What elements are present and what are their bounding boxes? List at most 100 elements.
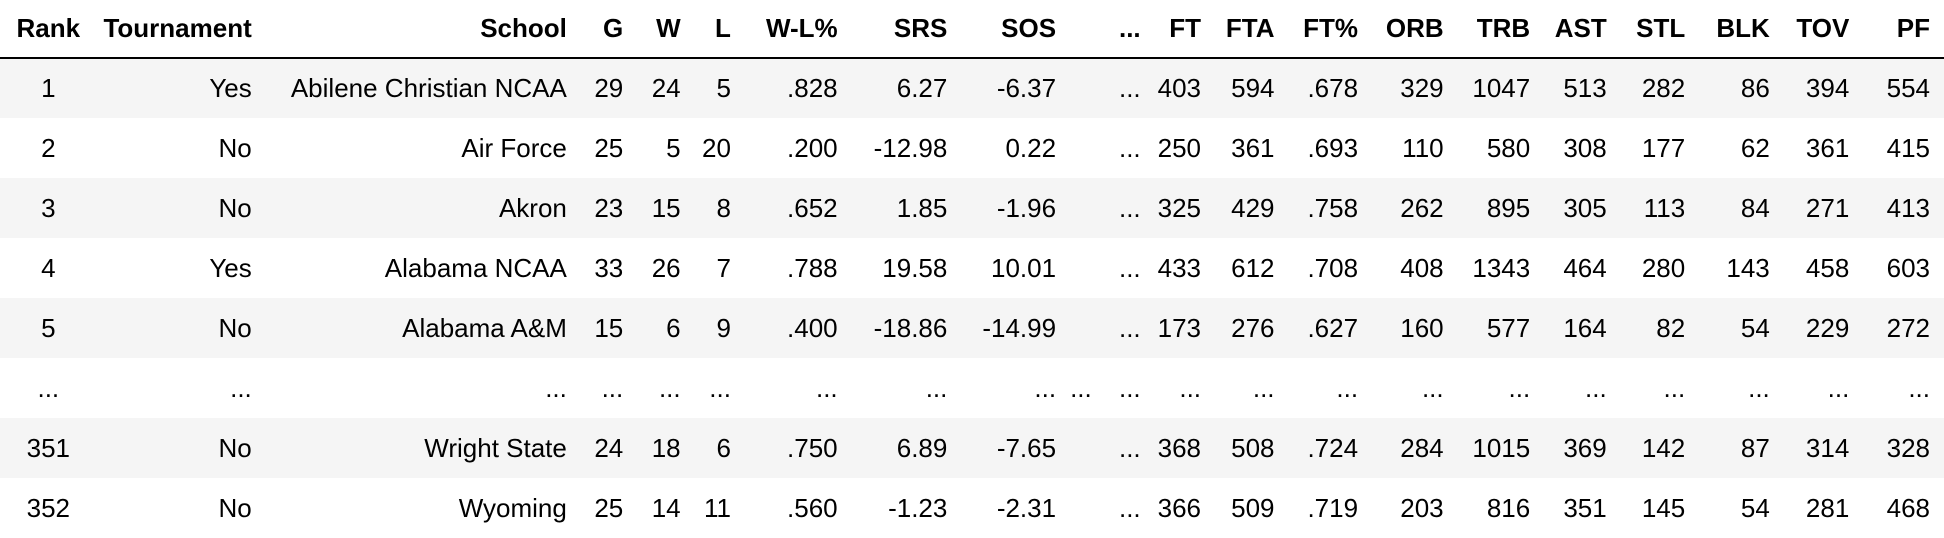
column-header: School bbox=[265, 0, 581, 59]
table-cell: 594 bbox=[1231, 73, 1275, 103]
table-cell: Wright State bbox=[424, 432, 567, 463]
column-header: SOS bbox=[961, 0, 1071, 59]
table-cell: ... bbox=[925, 372, 948, 403]
table-cell: 19.58 bbox=[882, 252, 948, 283]
table-row: 3 No Akron 23 15 8 .652 1.85 -1.96... 325 429 .758 2… bbox=[0, 178, 1944, 238]
table-cell: ... bbox=[658, 372, 681, 403]
table-cell: 6.27 bbox=[896, 73, 948, 103]
table-cell: ... bbox=[1070, 372, 1092, 403]
table-cell: No bbox=[218, 492, 252, 523]
table-cell: -6.37 bbox=[996, 73, 1057, 103]
table-cell: 577 bbox=[1486, 312, 1531, 343]
table-cell: 1.85 bbox=[896, 192, 948, 223]
table-cell: Abilene Christian NCAA bbox=[290, 73, 567, 103]
table-cell: 325 bbox=[1157, 192, 1202, 223]
table-cell: Yes bbox=[209, 73, 252, 103]
table-cell: 1015 bbox=[1472, 432, 1531, 463]
table-cell: 82 bbox=[1656, 312, 1686, 343]
table-cell: 394 bbox=[1805, 73, 1850, 103]
table-cell: 62 bbox=[1740, 132, 1770, 163]
table-cell: ... bbox=[230, 372, 252, 403]
table-cell: 8 bbox=[716, 192, 731, 223]
column-header: L bbox=[694, 0, 745, 59]
table-cell bbox=[1070, 298, 1105, 358]
table-cell bbox=[1070, 478, 1105, 538]
table-cell: ... bbox=[1508, 372, 1531, 403]
table-cell: 250 bbox=[1157, 132, 1202, 163]
table-cell: 429 bbox=[1231, 192, 1275, 223]
table-cell: -7.65 bbox=[996, 432, 1057, 463]
table-body: 1 Yes Abilene Christian NCAA 29 24 5.828 6.27-… bbox=[0, 58, 1944, 538]
table-cell: 508 bbox=[1231, 432, 1275, 463]
table-cell: -1.23 bbox=[888, 492, 948, 523]
table-cell: ... bbox=[1118, 192, 1141, 223]
header-row: Rank Tournament School G W L W-L% SRS SOS... FT FT… bbox=[0, 0, 1944, 59]
table-cell: ... bbox=[545, 372, 567, 403]
table-cell: 0.22 bbox=[1005, 132, 1057, 163]
table-cell: Air Force bbox=[461, 132, 567, 163]
table-cell: 110 bbox=[1402, 132, 1444, 163]
table-cell: ... bbox=[1179, 372, 1202, 403]
table-cell: 5 bbox=[716, 73, 731, 103]
table-header: Rank Tournament School G W L W-L% SRS SOS... FT FT… bbox=[0, 0, 1944, 59]
table-cell: 54 bbox=[1740, 312, 1770, 343]
table-cell: 15 bbox=[651, 192, 681, 223]
table-cell: 25 bbox=[594, 492, 624, 523]
table-cell: 145 bbox=[1641, 492, 1686, 523]
table-cell: ... bbox=[1118, 372, 1141, 403]
table-cell: 513 bbox=[1563, 73, 1607, 103]
table-cell: ... bbox=[37, 372, 60, 403]
table-cell: ... bbox=[1118, 132, 1141, 163]
table-cell: 464 bbox=[1563, 252, 1607, 283]
table-cell: 554 bbox=[1886, 73, 1930, 103]
table-cell: 1047 bbox=[1472, 73, 1531, 103]
table-cell: .724 bbox=[1307, 432, 1359, 463]
table-cell: 87 bbox=[1740, 432, 1770, 463]
table-cell: 2 bbox=[41, 132, 56, 163]
table-cell: 6.89 bbox=[896, 432, 948, 463]
table-cell: 33 bbox=[594, 252, 624, 283]
table-cell: ... bbox=[1118, 252, 1141, 283]
table-cell: ... bbox=[1585, 372, 1607, 403]
table-cell: 308 bbox=[1563, 132, 1607, 163]
table-row: 1 Yes Abilene Christian NCAA 29 24 5 .828 6.27 -… bbox=[0, 58, 1944, 118]
table-cell bbox=[1070, 58, 1105, 118]
column-header: STL bbox=[1620, 0, 1700, 59]
table-cell: ... bbox=[601, 372, 624, 403]
table-cell: ... bbox=[1748, 372, 1770, 403]
table-cell: 369 bbox=[1563, 432, 1607, 463]
table-cell: 276 bbox=[1231, 312, 1275, 343]
table-cell: ... bbox=[1118, 73, 1141, 103]
table-cell: 7 bbox=[716, 252, 731, 283]
table-cell: 366 bbox=[1157, 492, 1202, 523]
table-cell: ... bbox=[1827, 372, 1850, 403]
column-header: G bbox=[580, 0, 638, 59]
table-cell: 86 bbox=[1740, 73, 1770, 103]
table-cell: ... bbox=[1118, 312, 1141, 343]
table-cell: No bbox=[218, 432, 252, 463]
table-cell: 280 bbox=[1641, 252, 1686, 283]
table-cell: .400 bbox=[787, 312, 838, 343]
table-cell: 113 bbox=[1643, 192, 1686, 223]
table-cell: 468 bbox=[1886, 492, 1930, 523]
table-cell: 284 bbox=[1400, 432, 1444, 463]
table-row: 5 No Alabama A&M 15 6 9 .400 -18.86 -14.99... 173… bbox=[0, 298, 1944, 358]
table-cell: Alabama A&M bbox=[402, 312, 567, 343]
table-cell: 15 bbox=[594, 312, 624, 343]
table-cell: ... bbox=[1663, 372, 1686, 403]
table-row: ........................................… bbox=[0, 358, 1944, 418]
table-cell: .788 bbox=[787, 252, 838, 283]
table-cell: 1 bbox=[41, 73, 56, 103]
column-header: AST bbox=[1544, 0, 1621, 59]
table-cell bbox=[1070, 118, 1105, 178]
table-cell: 6 bbox=[716, 432, 731, 463]
table-cell: 11 bbox=[703, 492, 731, 523]
table-cell: .828 bbox=[787, 73, 838, 103]
table-cell: 164 bbox=[1563, 312, 1607, 343]
table-cell: 415 bbox=[1886, 132, 1930, 163]
table-cell: ... bbox=[1336, 372, 1359, 403]
column-header: FT bbox=[1154, 0, 1216, 59]
table-cell: .693 bbox=[1307, 132, 1359, 163]
table-cell: 281 bbox=[1805, 492, 1850, 523]
table-cell: 403 bbox=[1157, 73, 1202, 103]
